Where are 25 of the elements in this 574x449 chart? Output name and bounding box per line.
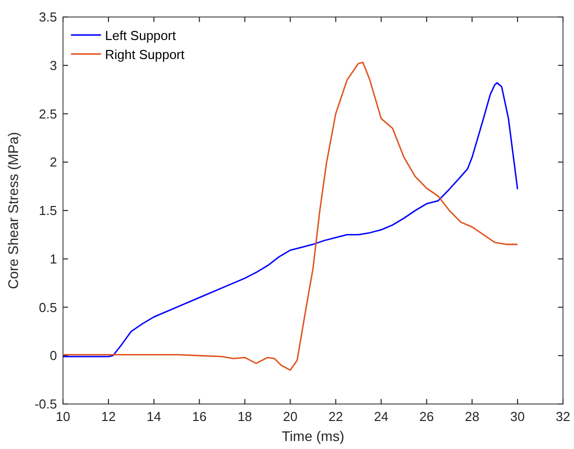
y-tick-label: 0 xyxy=(50,348,57,364)
legend-label: Left Support xyxy=(105,28,176,43)
legend-label: Right Support xyxy=(105,47,185,62)
y-axis-title: Core Shear Stress (MPa) xyxy=(5,132,21,290)
y-tick-label: 3 xyxy=(50,58,57,73)
x-tick-label: 30 xyxy=(510,409,525,424)
y-tick-label: -0.5 xyxy=(34,396,57,412)
x-tick-label: 18 xyxy=(238,409,252,424)
x-tick-label: 26 xyxy=(419,409,434,424)
x-tick-label: 16 xyxy=(192,409,207,424)
y-tick-label: 0.5 xyxy=(38,300,57,315)
y-tick-label: 2 xyxy=(50,154,57,170)
x-tick-label: 22 xyxy=(328,409,343,424)
x-axis-title: Time (ms) xyxy=(282,428,344,444)
y-tick-label: 2.5 xyxy=(38,106,57,122)
x-tick-label: 32 xyxy=(556,409,570,424)
x-tick-label: 28 xyxy=(464,409,480,424)
x-tick-label: 24 xyxy=(374,409,388,424)
x-tick-label: 10 xyxy=(56,409,70,424)
x-tick-label: 14 xyxy=(146,409,162,424)
y-tick-label: 1 xyxy=(50,251,57,266)
x-tick-label: 12 xyxy=(101,409,116,424)
x-tick-label: 20 xyxy=(283,409,298,424)
y-tick-label: 3.5 xyxy=(38,10,57,24)
y-tick-label: 1.5 xyxy=(38,203,57,218)
